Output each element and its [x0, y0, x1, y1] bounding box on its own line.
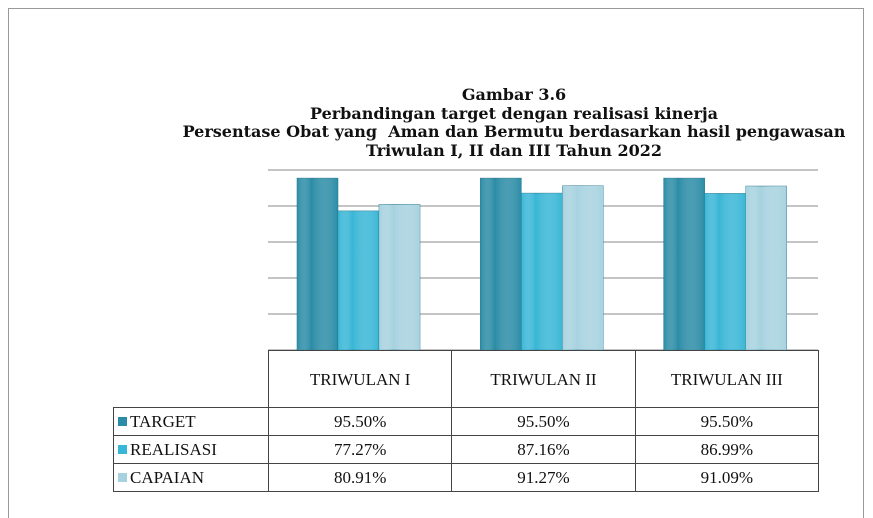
legend-entry: REALISASI: [113, 435, 269, 464]
data-label: 87.16%: [451, 435, 636, 464]
x-tick-label: TRIWULAN II: [451, 350, 636, 408]
data-label: 80.91%: [268, 463, 453, 492]
legend-label: REALISASI: [130, 440, 217, 459]
data-label: 77.27%: [268, 435, 453, 464]
data-label: 95.50%: [451, 407, 636, 436]
data-label: 95.50%: [634, 407, 819, 436]
title-line: Triwulan I, II dan III Tahun 2022: [366, 140, 662, 160]
title-line: Perbandingan target dengan realisasi kin…: [309, 103, 719, 123]
legend-entry: TARGET: [113, 407, 269, 436]
bar-shade: [480, 178, 522, 350]
data-label: 86.99%: [634, 435, 819, 464]
bar-shade: [338, 210, 379, 350]
bar-shade: [521, 193, 563, 350]
legend-label: TARGET: [130, 412, 196, 431]
bar-shade: [297, 178, 338, 350]
bar-shade: [379, 204, 420, 350]
legend-label: CAPAIAN: [130, 468, 205, 487]
frame: [8, 8, 864, 518]
data-label: 91.27%: [451, 463, 636, 492]
bar-shade: [745, 186, 787, 350]
bar-shade: [562, 185, 604, 350]
legend-swatch: [118, 445, 127, 454]
x-tick-label: TRIWULAN III: [634, 350, 819, 408]
bar-shade: [704, 193, 746, 350]
title-line: Gambar 3.6: [461, 85, 567, 104]
data-label: 95.50%: [268, 407, 453, 436]
data-label: 91.09%: [634, 463, 819, 492]
x-tick-label: TRIWULAN I: [268, 350, 453, 408]
title-line: Persentase Obat yang Aman dan Bermutu be…: [182, 122, 846, 141]
legend-swatch: [118, 417, 127, 426]
legend-swatch: [118, 473, 127, 482]
bar-shade: [663, 178, 705, 350]
chart-title: Gambar 3.6 Perbandingan target dengan rea…: [178, 85, 850, 160]
legend-entry: CAPAIAN: [113, 463, 269, 492]
